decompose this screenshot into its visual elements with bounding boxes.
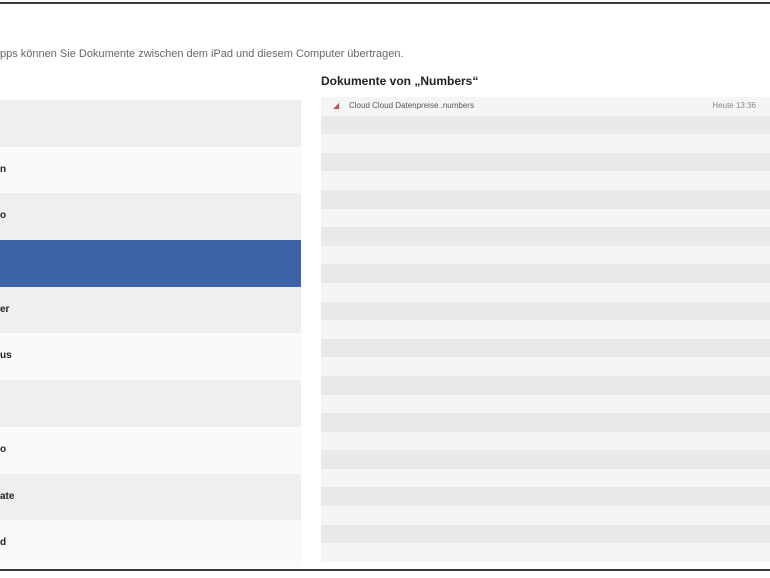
documents-title: Dokumente von „Numbers“ xyxy=(321,74,479,88)
empty-document-row xyxy=(321,189,770,209)
empty-document-row xyxy=(321,134,770,153)
empty-document-row xyxy=(321,543,770,562)
empty-document-row xyxy=(321,413,770,432)
empty-document-row xyxy=(321,301,770,321)
empty-document-row xyxy=(321,264,770,283)
empty-document-row xyxy=(321,282,770,302)
window-top-border xyxy=(0,2,770,4)
documents-list[interactable]: ◢ Cloud Cloud Datenpreise .numbers Heute… xyxy=(321,97,770,567)
empty-document-row xyxy=(321,468,770,488)
apps-list[interactable]: n o er us o ate d xyxy=(0,100,301,567)
empty-document-row xyxy=(321,152,770,172)
app-list-item[interactable]: o xyxy=(0,193,301,241)
window-bottom-border xyxy=(0,569,770,571)
empty-document-row xyxy=(321,375,770,395)
app-list-item-selected[interactable] xyxy=(0,240,301,287)
document-row[interactable]: ◢ Cloud Cloud Datenpreise .numbers Heute… xyxy=(321,97,770,116)
app-list-item[interactable]: n xyxy=(0,146,301,194)
empty-document-row xyxy=(321,171,770,190)
empty-document-row xyxy=(321,524,770,544)
empty-document-row xyxy=(321,227,770,246)
app-list-item[interactable]: ate xyxy=(0,473,301,521)
app-list-item[interactable]: er xyxy=(0,286,301,334)
empty-document-row xyxy=(321,487,770,507)
empty-document-row xyxy=(321,394,770,414)
app-list-item[interactable] xyxy=(0,100,301,147)
app-list-item[interactable]: d xyxy=(0,520,301,567)
empty-document-row xyxy=(321,431,770,451)
app-list-item[interactable] xyxy=(0,380,301,427)
empty-document-row xyxy=(321,245,770,265)
empty-document-row xyxy=(321,320,770,339)
empty-document-row xyxy=(321,338,770,358)
app-list-item[interactable]: us xyxy=(0,333,301,381)
file-sharing-description: pps können Sie Dokumente zwischen dem iP… xyxy=(0,48,404,60)
numbers-file-icon: ◢ xyxy=(333,101,340,110)
empty-document-row xyxy=(321,450,770,469)
app-list-item[interactable]: o xyxy=(0,426,301,474)
document-name: Cloud Cloud Datenpreise .numbers xyxy=(349,101,474,110)
empty-document-row xyxy=(321,208,770,228)
document-date: Heute 13:36 xyxy=(712,101,756,110)
empty-document-row xyxy=(321,115,770,135)
empty-document-row xyxy=(321,506,770,525)
empty-document-row xyxy=(321,357,770,376)
